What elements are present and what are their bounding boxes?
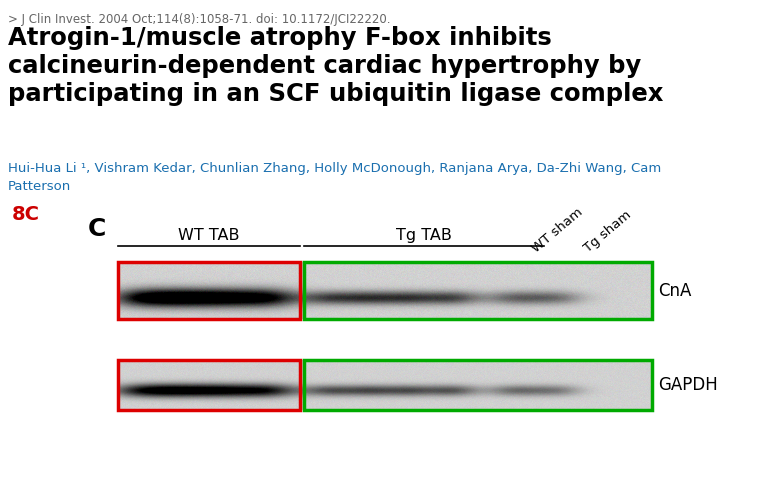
Text: C: C [88, 217, 106, 241]
Text: 8C: 8C [12, 205, 40, 224]
Bar [118, 360, 300, 410]
Text: GAPDH: GAPDH [658, 376, 718, 394]
Text: CnA: CnA [658, 282, 691, 300]
Text: WT sham: WT sham [529, 205, 586, 255]
Text: WT TAB: WT TAB [178, 228, 240, 243]
Text: Atrogin-1/muscle atrophy F-box inhibits
calcineurin-dependent cardiac hypertroph: Atrogin-1/muscle atrophy F-box inhibits … [8, 26, 663, 106]
Bar [304, 360, 652, 410]
Bar [118, 262, 300, 319]
Bar [304, 262, 652, 319]
Text: Tg sham: Tg sham [582, 208, 634, 255]
Text: Tg TAB: Tg TAB [396, 228, 452, 243]
Text: > J Clin Invest. 2004 Oct;114(8):1058-71. doi: 10.1172/JCI22220.: > J Clin Invest. 2004 Oct;114(8):1058-71… [8, 13, 390, 26]
Text: Hui-Hua Li ¹, Vishram Kedar, Chunlian Zhang, Holly McDonough, Ranjana Arya, Da-Z: Hui-Hua Li ¹, Vishram Kedar, Chunlian Zh… [8, 162, 662, 192]
